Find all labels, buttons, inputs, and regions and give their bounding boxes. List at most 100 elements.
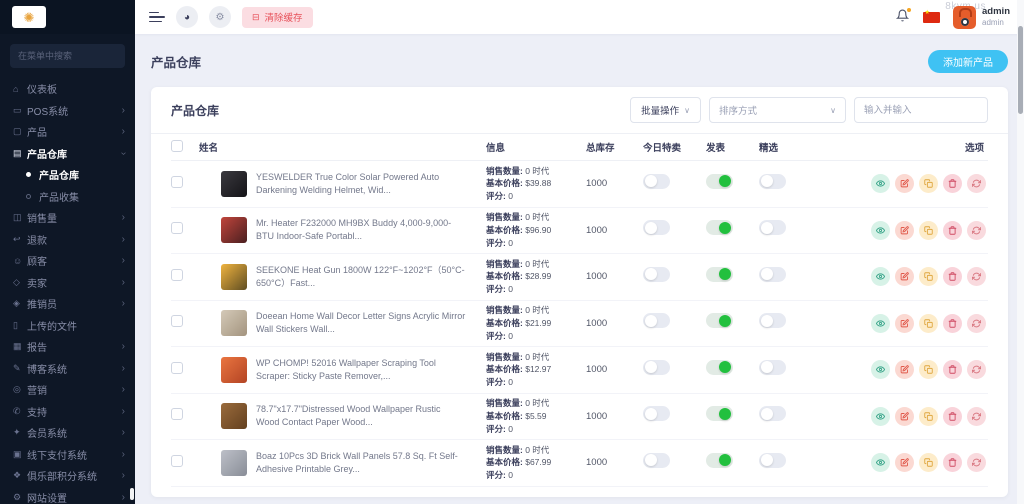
sidebar-toggle-icon[interactable] (149, 11, 165, 23)
refresh-button[interactable] (967, 406, 986, 426)
edit-button[interactable] (895, 360, 914, 380)
featured-toggle[interactable] (759, 313, 786, 329)
todays-deal-toggle[interactable] (643, 313, 670, 329)
published-toggle[interactable] (706, 406, 733, 422)
row-checkbox[interactable] (171, 222, 183, 235)
sidebar-item[interactable]: ▯ 上传的文件 (0, 315, 135, 337)
view-button[interactable] (871, 360, 890, 380)
refresh-button[interactable] (967, 267, 986, 287)
window-scrollbar[interactable] (1017, 0, 1024, 504)
sidebar-item[interactable]: ⚙ 网站设置 (0, 487, 135, 504)
sidebar-item[interactable]: ↩ 退款 (0, 229, 135, 251)
featured-toggle[interactable] (759, 406, 786, 422)
select-all-checkbox[interactable] (171, 139, 183, 152)
view-button[interactable] (871, 267, 890, 287)
product-name-link[interactable]: Doeean Home Wall Decor Letter Signs Acry… (256, 311, 466, 335)
product-name-link[interactable]: Boaz 10Pcs 3D Brick Wall Panels 57.8 Sq.… (256, 450, 458, 474)
sidebar-item[interactable]: ✦ 会员系统 (0, 422, 135, 444)
product-name-link[interactable]: YESWELDER True Color Solar Powered Auto … (256, 171, 440, 195)
delete-button[interactable] (943, 313, 962, 333)
delete-button[interactable] (943, 174, 962, 194)
settings-gear-button[interactable]: ⚙ (209, 6, 231, 28)
row-checkbox[interactable] (171, 408, 183, 421)
view-button[interactable] (871, 220, 890, 240)
user-menu[interactable]: admin admin (953, 5, 1010, 29)
sidebar-item[interactable]: ▭ POS系统 (0, 100, 135, 122)
row-checkbox[interactable] (171, 315, 183, 328)
row-checkbox[interactable] (171, 268, 183, 281)
published-toggle[interactable] (706, 359, 733, 375)
featured-toggle[interactable] (759, 359, 786, 375)
bulk-action-dropdown[interactable]: 批量操作 ∨ (630, 97, 701, 123)
sidebar-item[interactable]: 产品收集 (0, 186, 135, 208)
featured-toggle[interactable] (759, 266, 786, 282)
sidebar-item[interactable]: ◈ 推销员 (0, 293, 135, 315)
duplicate-button[interactable] (919, 360, 938, 380)
sidebar-item[interactable]: ◇ 卖家 (0, 272, 135, 294)
sidebar-item[interactable]: ▤ 产品仓库 (0, 143, 135, 165)
view-button[interactable] (871, 406, 890, 426)
refresh-button[interactable] (967, 220, 986, 240)
view-button[interactable] (871, 313, 890, 333)
refresh-button[interactable] (967, 360, 986, 380)
view-button[interactable] (871, 453, 890, 473)
delete-button[interactable] (943, 220, 962, 240)
published-toggle[interactable] (706, 266, 733, 282)
language-globe-button[interactable]: ◕ (176, 6, 198, 28)
published-toggle[interactable] (706, 313, 733, 329)
duplicate-button[interactable] (919, 174, 938, 194)
sidebar-item[interactable]: ◫ 销售量 (0, 207, 135, 229)
edit-button[interactable] (895, 313, 914, 333)
published-toggle[interactable] (706, 452, 733, 468)
featured-toggle[interactable] (759, 452, 786, 468)
sidebar-search-input[interactable] (10, 44, 125, 68)
todays-deal-toggle[interactable] (643, 266, 670, 282)
sidebar-item[interactable]: ▢ 产品 (0, 121, 135, 143)
delete-button[interactable] (943, 360, 962, 380)
duplicate-button[interactable] (919, 453, 938, 473)
published-toggle[interactable] (706, 220, 733, 236)
notifications-bell-button[interactable] (895, 7, 913, 25)
duplicate-button[interactable] (919, 220, 938, 240)
app-logo[interactable]: ✺ (12, 6, 46, 28)
product-name-link[interactable]: 78.7"x17.7"Distressed Wood Wallpaper Rus… (256, 404, 441, 428)
sidebar-item[interactable]: ☺ 顾客 (0, 250, 135, 272)
refresh-button[interactable] (967, 453, 986, 473)
edit-button[interactable] (895, 174, 914, 194)
duplicate-button[interactable] (919, 406, 938, 426)
duplicate-button[interactable] (919, 313, 938, 333)
sidebar-item[interactable]: 产品仓库 (0, 164, 135, 186)
product-name-link[interactable]: WP CHOMP! 52016 Wallpaper Scraping Tool … (256, 357, 436, 381)
sidebar-item[interactable]: ✎ 博客系统 (0, 358, 135, 380)
language-flag-icon[interactable] (923, 9, 941, 23)
product-name-link[interactable]: SEEKONE Heat Gun 1800W 122°F~1202°F（50°C… (256, 264, 465, 288)
sidebar-item[interactable]: ▦ 报告 (0, 336, 135, 358)
product-name-link[interactable]: Mr. Heater F232000 MH9BX Buddy 4,000-9,0… (256, 218, 452, 242)
published-toggle[interactable] (706, 173, 733, 189)
row-checkbox[interactable] (171, 454, 183, 467)
clear-cache-button[interactable]: ⊟ 清除缓存 (242, 6, 313, 28)
sidebar-scrollbar-thumb[interactable] (130, 488, 134, 500)
sidebar-item[interactable]: ✆ 支持 (0, 401, 135, 423)
row-checkbox[interactable] (171, 175, 183, 188)
sort-by-select[interactable]: 排序方式 ∨ (709, 97, 846, 123)
edit-button[interactable] (895, 267, 914, 287)
sidebar-item[interactable]: ⌂ 仪表板 (0, 78, 135, 100)
delete-button[interactable] (943, 267, 962, 287)
duplicate-button[interactable] (919, 267, 938, 287)
edit-button[interactable] (895, 453, 914, 473)
todays-deal-toggle[interactable] (643, 173, 670, 189)
todays-deal-toggle[interactable] (643, 452, 670, 468)
scrollbar-thumb[interactable] (1018, 26, 1023, 114)
refresh-button[interactable] (967, 174, 986, 194)
featured-toggle[interactable] (759, 220, 786, 236)
featured-toggle[interactable] (759, 173, 786, 189)
product-search-input[interactable] (854, 97, 988, 123)
sidebar-item[interactable]: ▣ 线下支付系统 (0, 444, 135, 466)
sidebar-item[interactable]: ❖ 俱乐部积分系统 (0, 465, 135, 487)
edit-button[interactable] (895, 220, 914, 240)
delete-button[interactable] (943, 406, 962, 426)
refresh-button[interactable] (967, 313, 986, 333)
row-checkbox[interactable] (171, 361, 183, 374)
edit-button[interactable] (895, 406, 914, 426)
